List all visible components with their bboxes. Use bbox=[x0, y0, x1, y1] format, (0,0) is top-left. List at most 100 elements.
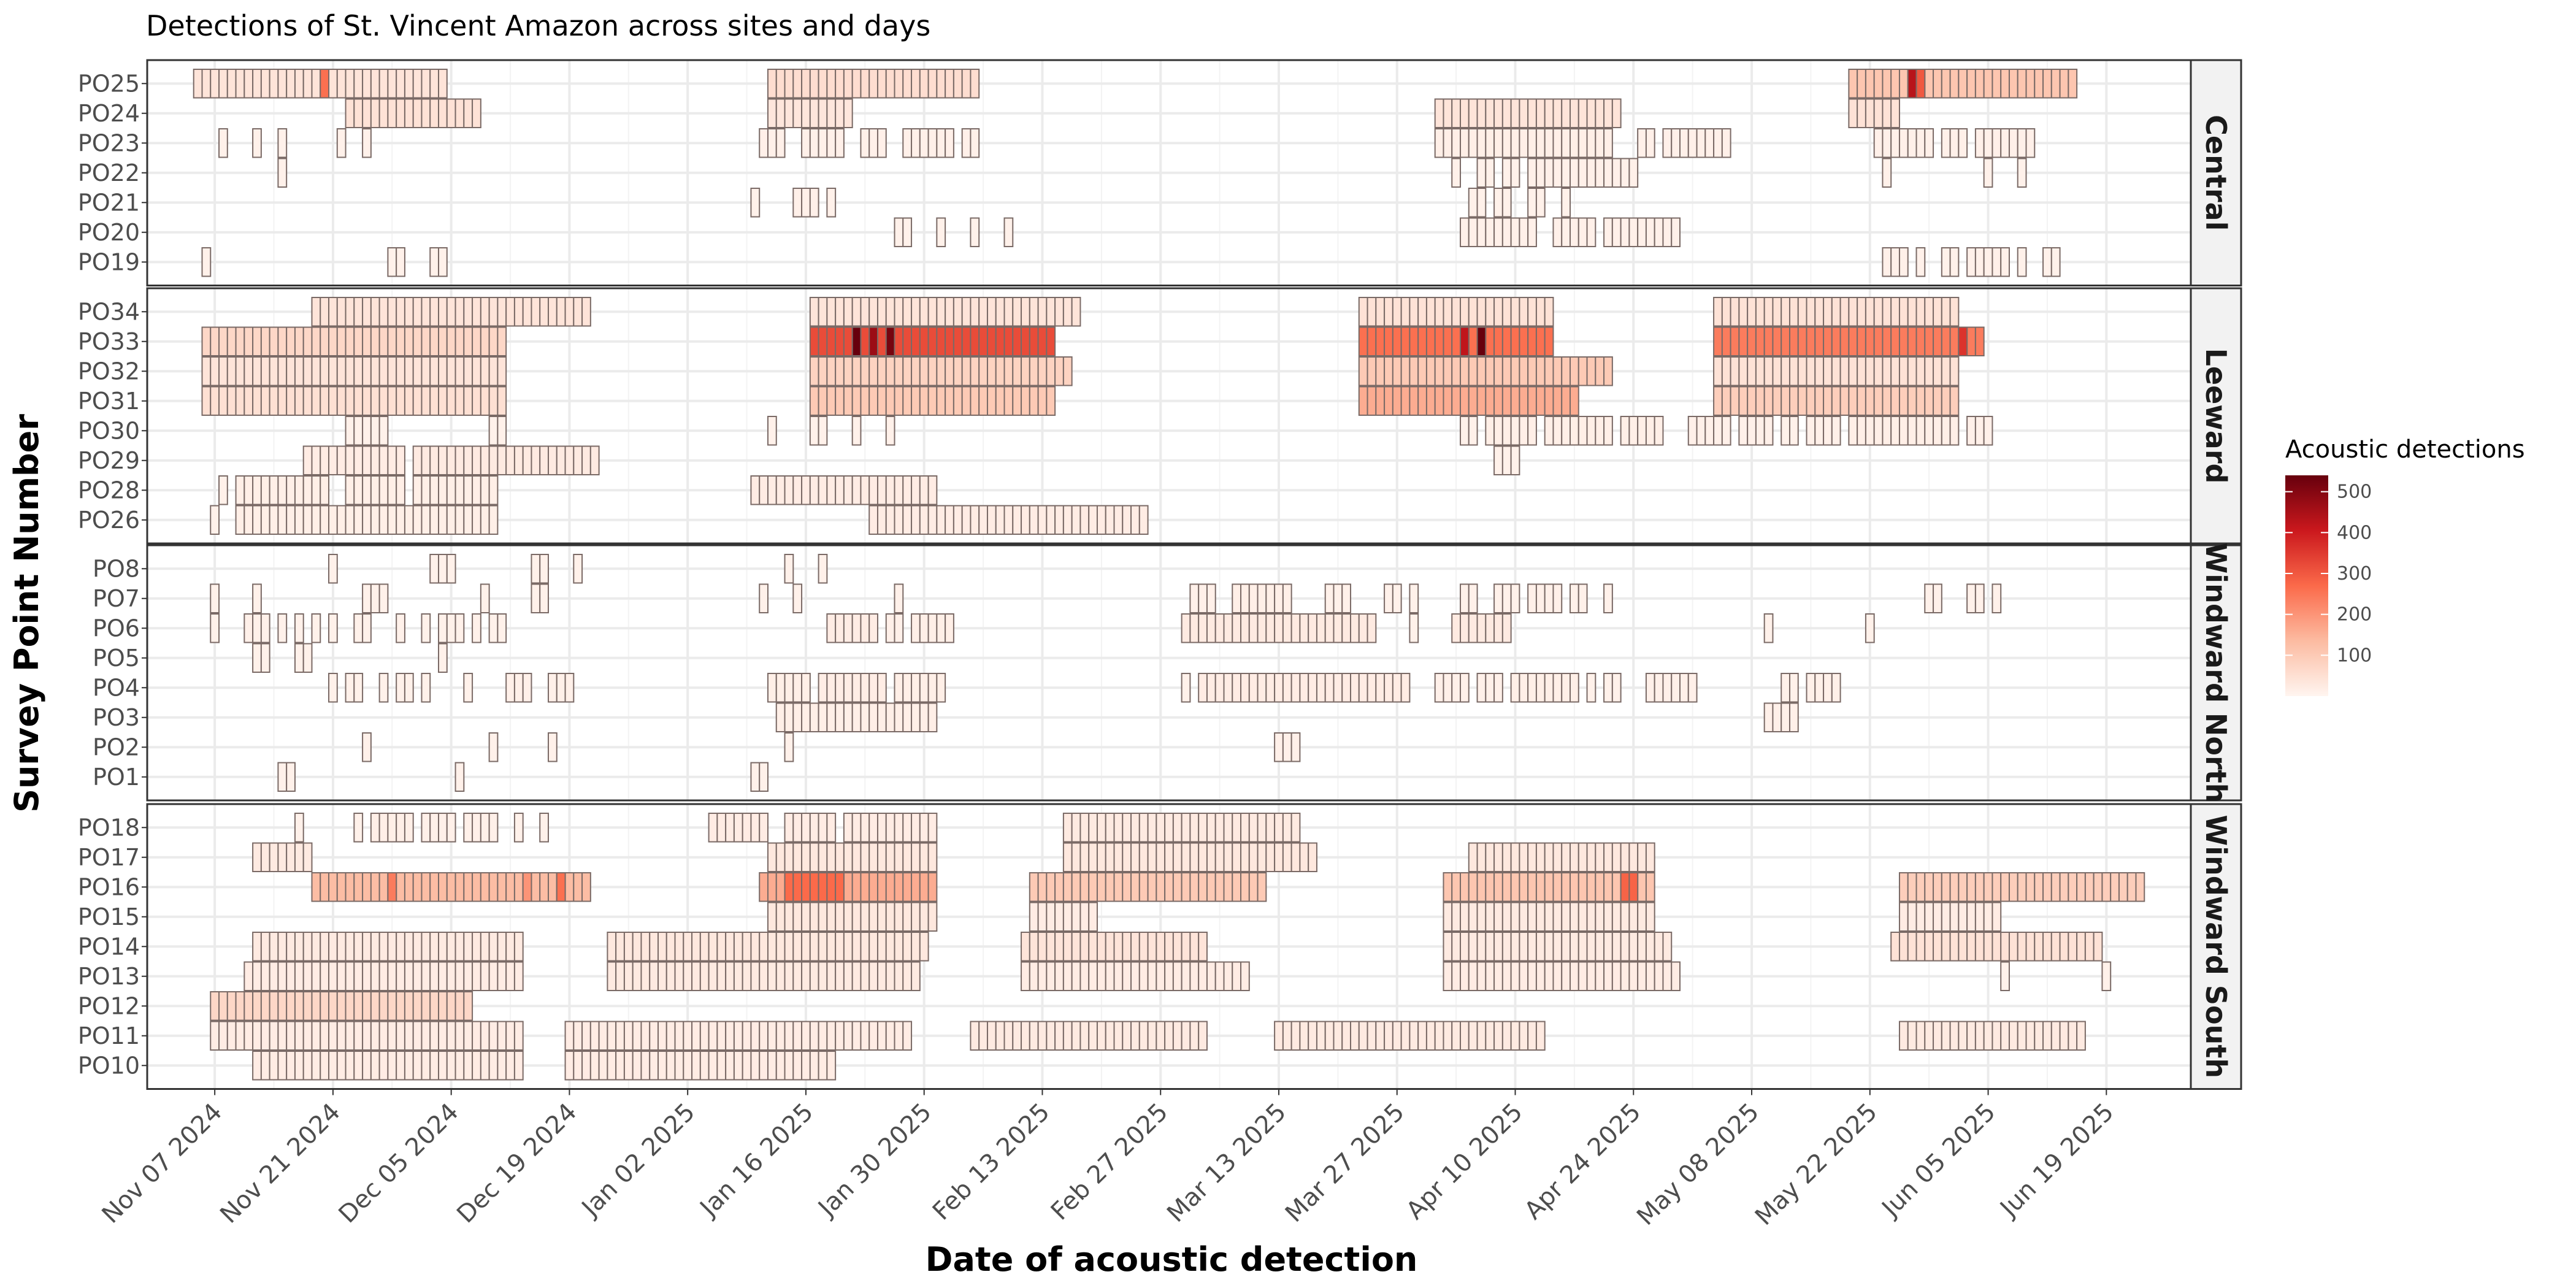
heatmap-tile bbox=[876, 356, 887, 386]
heatmap-tile bbox=[1882, 297, 1892, 327]
heatmap-tile bbox=[513, 961, 524, 991]
heatmap-tile bbox=[1290, 673, 1301, 703]
heatmap-tile bbox=[1130, 1021, 1140, 1051]
heatmap-tile bbox=[1037, 386, 1048, 416]
heatmap-tile bbox=[1544, 356, 1554, 386]
legend-label: 200 bbox=[2337, 604, 2372, 626]
heatmap-tile bbox=[1823, 326, 1833, 356]
heatmap-tile bbox=[1890, 98, 1900, 128]
heatmap-tile bbox=[1062, 842, 1073, 872]
heatmap-tile bbox=[1873, 386, 1884, 416]
heatmap-tile bbox=[927, 69, 938, 99]
legend-label: 400 bbox=[2337, 522, 2372, 543]
heatmap-tile bbox=[370, 991, 380, 1021]
heatmap-tile bbox=[438, 505, 448, 535]
heatmap-tile bbox=[1552, 416, 1563, 446]
heatmap-tile bbox=[480, 813, 490, 843]
heatmap-tile bbox=[1468, 386, 1478, 416]
heatmap-tile bbox=[2042, 69, 2052, 99]
heatmap-tile bbox=[1088, 961, 1098, 991]
heatmap-tile bbox=[556, 297, 566, 327]
heatmap-tile bbox=[1501, 902, 1512, 932]
heatmap-tile bbox=[387, 475, 397, 505]
heatmap-tile bbox=[336, 128, 347, 158]
heatmap-tile bbox=[809, 961, 819, 991]
heatmap-tile bbox=[1156, 842, 1166, 872]
heatmap-tile bbox=[860, 386, 870, 416]
heatmap-tile bbox=[1662, 217, 1673, 247]
heatmap-tile bbox=[851, 673, 862, 703]
y-tick-label: PO12 bbox=[78, 992, 140, 1019]
heatmap-tile bbox=[1460, 902, 1470, 932]
heatmap-tile bbox=[1704, 128, 1715, 158]
heatmap-tile bbox=[792, 872, 803, 902]
heatmap-tile bbox=[767, 872, 777, 902]
heatmap-tile bbox=[885, 613, 895, 643]
heatmap-tile bbox=[1544, 902, 1554, 932]
heatmap-tile bbox=[1941, 128, 1951, 158]
heatmap-tile bbox=[1476, 128, 1487, 158]
heatmap-tile bbox=[649, 932, 659, 962]
heatmap-tile bbox=[970, 69, 980, 99]
heatmap-tile bbox=[328, 69, 338, 99]
heatmap-tile bbox=[336, 932, 347, 962]
heatmap-tile bbox=[767, 98, 777, 128]
heatmap-tile bbox=[1941, 69, 1951, 99]
heatmap-tile bbox=[1882, 356, 1892, 386]
heatmap-tile bbox=[463, 813, 473, 843]
heatmap-tile bbox=[683, 1051, 693, 1081]
heatmap-tile bbox=[446, 613, 456, 643]
heatmap-tile bbox=[1628, 217, 1639, 247]
heatmap-tile bbox=[725, 932, 735, 962]
heatmap-tile bbox=[1071, 813, 1081, 843]
heatmap-tile bbox=[438, 247, 448, 277]
heatmap-tile bbox=[362, 613, 372, 643]
heatmap-tile bbox=[1046, 961, 1056, 991]
heatmap-tile bbox=[1958, 932, 1968, 962]
heatmap-tile bbox=[505, 932, 515, 962]
heatmap-tile bbox=[1603, 583, 1613, 613]
y-tick-label: PO2 bbox=[93, 734, 140, 761]
heatmap-tile bbox=[902, 872, 913, 902]
heatmap-tile bbox=[1096, 813, 1106, 843]
heatmap-tile bbox=[818, 297, 828, 327]
heatmap-tile bbox=[446, 356, 456, 386]
heatmap-tile bbox=[2034, 1021, 2044, 1051]
heatmap-tile bbox=[488, 1051, 499, 1081]
heatmap-tile bbox=[336, 991, 347, 1021]
heatmap-tile bbox=[1552, 961, 1563, 991]
heatmap-tile bbox=[860, 872, 870, 902]
heatmap-tile bbox=[362, 991, 372, 1021]
heatmap-tile bbox=[269, 1021, 279, 1051]
heatmap-tile bbox=[927, 702, 938, 732]
heatmap-tile bbox=[1476, 673, 1487, 703]
heatmap-tile bbox=[378, 445, 389, 475]
y-tick-label: PO3 bbox=[93, 704, 140, 731]
heatmap-tile bbox=[1451, 326, 1462, 356]
heatmap-tile bbox=[1290, 813, 1301, 843]
heatmap-tile bbox=[2025, 872, 2036, 902]
heatmap-tile bbox=[1890, 356, 1900, 386]
heatmap-tile bbox=[1620, 158, 1630, 188]
heatmap-tile bbox=[1451, 613, 1462, 643]
heatmap-tile bbox=[2008, 128, 2018, 158]
heatmap-tile bbox=[708, 813, 718, 843]
heatmap-tile bbox=[1324, 673, 1335, 703]
heatmap-tile bbox=[1510, 872, 1520, 902]
heatmap-tile bbox=[396, 69, 405, 99]
heatmap-tile bbox=[336, 1021, 347, 1051]
heatmap-tile bbox=[1974, 247, 1985, 277]
heatmap-tile bbox=[986, 386, 997, 416]
heatmap-tile bbox=[674, 932, 684, 962]
heatmap-tile bbox=[286, 1051, 296, 1081]
heatmap-tile bbox=[463, 475, 473, 505]
heatmap-tile bbox=[1949, 69, 1960, 99]
heatmap-tile bbox=[1654, 673, 1664, 703]
heatmap-tile bbox=[775, 842, 786, 872]
heatmap-tile bbox=[438, 813, 448, 843]
heatmap-tile bbox=[860, 69, 870, 99]
heatmap-tile bbox=[818, 128, 828, 158]
heatmap-tile bbox=[1240, 613, 1250, 643]
heatmap-tile bbox=[1915, 902, 1926, 932]
heatmap-tile bbox=[1375, 673, 1386, 703]
